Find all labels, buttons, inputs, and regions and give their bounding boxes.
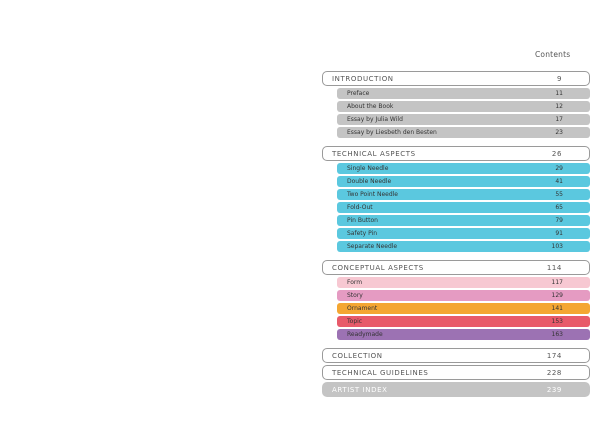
toc-entry-title: Topic (347, 318, 363, 325)
toc-entry-title: Preface (347, 90, 370, 97)
toc-section-page: 174 (546, 351, 562, 360)
toc-entry[interactable]: Double Needle 41 (337, 176, 590, 187)
toc-entry-title: Safety Pin (347, 230, 378, 237)
toc-entry-page: 91 (555, 230, 563, 237)
toc-entry-title: Essay by Liesbeth den Besten (347, 129, 437, 136)
toc-entry-page: 23 (555, 129, 563, 136)
toc-section-title: COLLECTION (332, 351, 383, 360)
toc-entry-page: 12 (555, 103, 563, 110)
toc-entry-page: 117 (551, 279, 563, 286)
toc-entry-page: 141 (551, 305, 563, 312)
toc-entry-page: 79 (555, 217, 563, 224)
toc-entry-page: 29 (555, 165, 563, 172)
toc-entry[interactable]: Preface 11 (337, 88, 590, 99)
toc-section-conceptual-aspects[interactable]: CONCEPTUAL ASPECTS 114 (322, 260, 590, 275)
toc-entry[interactable]: Essay by Julia Wild 17 (337, 114, 590, 125)
toc-entry-title: Readymade (347, 331, 383, 338)
table-of-contents: INTRODUCTION 9 Preface 11 About the Book 12 Es… (322, 71, 590, 399)
toc-entry[interactable]: Story 129 (337, 290, 590, 301)
page-title: Contents (535, 50, 571, 59)
toc-entry[interactable]: About the Book 12 (337, 101, 590, 112)
toc-section-technical-guidelines[interactable]: TECHNICAL GUIDELINES 228 (322, 365, 590, 380)
toc-entry-title: Double Needle (347, 178, 392, 185)
toc-section-artist-index[interactable]: ARTIST INDEX 239 (322, 382, 590, 397)
toc-group: INTRODUCTION 9 Preface 11 About the Book 12 Es… (322, 71, 590, 138)
toc-section-introduction[interactable]: INTRODUCTION 9 (322, 71, 590, 86)
toc-entry-title: Pin Button (347, 217, 378, 224)
toc-entry[interactable]: Pin Button 79 (337, 215, 590, 226)
toc-entry-page: 153 (551, 318, 563, 325)
toc-section-technical-aspects[interactable]: TECHNICAL ASPECTS 26 (322, 146, 590, 161)
toc-group: ARTIST INDEX 239 (322, 382, 590, 397)
toc-entry-title: Separate Needle (347, 243, 398, 250)
toc-entry[interactable]: Essay by Liesbeth den Besten 23 (337, 127, 590, 138)
toc-section-page: 228 (546, 368, 562, 377)
toc-group: TECHNICAL ASPECTS 26 Single Needle 29 Double… (322, 146, 590, 252)
toc-entry[interactable]: Ornament 141 (337, 303, 590, 314)
toc-entry[interactable]: Form 117 (337, 277, 590, 288)
toc-group: CONCEPTUAL ASPECTS 114 Form 117 Story 129 Orna… (322, 260, 590, 340)
toc-entry-page: 163 (551, 331, 563, 338)
toc-section-title: ARTIST INDEX (332, 385, 388, 394)
toc-entry-page: 103 (551, 243, 563, 250)
toc-section-page: 26 (551, 149, 562, 158)
toc-section-page: 9 (556, 74, 562, 83)
toc-entry-title: Essay by Julia Wild (347, 116, 403, 123)
toc-entry[interactable]: Single Needle 29 (337, 163, 590, 174)
toc-section-title: CONCEPTUAL ASPECTS (332, 263, 424, 272)
toc-entry[interactable]: Separate Needle 103 (337, 241, 590, 252)
toc-entry[interactable]: Readymade 163 (337, 329, 590, 340)
toc-entry-page: 65 (555, 204, 563, 211)
toc-section-collection[interactable]: COLLECTION 174 (322, 348, 590, 363)
toc-entry-page: 11 (555, 90, 563, 97)
toc-entry-title: Ornament (347, 305, 378, 312)
toc-entry[interactable]: Topic 153 (337, 316, 590, 327)
toc-entry[interactable]: Safety Pin 91 (337, 228, 590, 239)
toc-entry-title: Form (347, 279, 363, 286)
toc-entry-title: Single Needle (347, 165, 389, 172)
toc-entry-page: 129 (551, 292, 563, 299)
toc-entry-page: 17 (555, 116, 563, 123)
toc-section-title: TECHNICAL GUIDELINES (332, 368, 429, 377)
toc-entry-title: Story (347, 292, 363, 299)
toc-group: COLLECTION 174 (322, 348, 590, 363)
toc-entry[interactable]: Fold-Out 65 (337, 202, 590, 213)
toc-entry[interactable]: Two Point Needle 55 (337, 189, 590, 200)
toc-entry-page: 41 (555, 178, 563, 185)
toc-section-title: TECHNICAL ASPECTS (332, 149, 416, 158)
toc-section-page: 239 (546, 385, 562, 394)
toc-group: TECHNICAL GUIDELINES 228 (322, 365, 590, 380)
toc-entry-page: 55 (555, 191, 563, 198)
toc-section-title: INTRODUCTION (332, 74, 394, 83)
toc-section-page: 114 (546, 263, 562, 272)
toc-entry-title: Fold-Out (347, 204, 373, 211)
toc-entry-title: Two Point Needle (347, 191, 398, 198)
toc-entry-title: About the Book (347, 103, 394, 110)
